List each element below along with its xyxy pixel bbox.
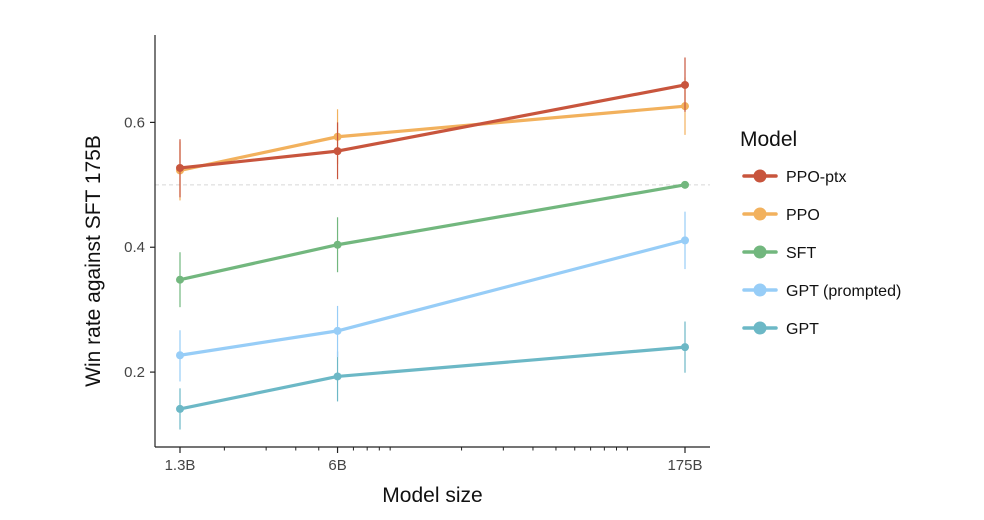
- x-tick-label: 6B: [328, 457, 346, 474]
- data-point: [333, 326, 342, 335]
- x-tick-label: 175B: [667, 457, 702, 474]
- legend-swatch-marker: [753, 169, 767, 183]
- legend-title: Model: [740, 128, 797, 151]
- data-point: [681, 236, 689, 245]
- legend-label: GPT: [786, 321, 819, 338]
- data-point: [333, 147, 342, 156]
- legend-label: GPT (prompted): [786, 283, 901, 300]
- legend-label: PPO-ptx: [786, 169, 846, 186]
- data-point: [176, 163, 184, 172]
- series-line: [178, 183, 687, 282]
- series-line: [178, 345, 687, 411]
- series-layer: [176, 57, 689, 430]
- legend-item-gpt: GPT: [742, 321, 819, 338]
- data-point: [333, 372, 342, 381]
- legend-swatch-marker: [753, 321, 767, 335]
- legend-swatch-marker: [753, 207, 767, 221]
- y-axis-title: Win rate against SFT 175B: [82, 135, 105, 387]
- data-point: [681, 180, 689, 189]
- data-point: [176, 275, 184, 284]
- legend-label: PPO: [786, 207, 820, 224]
- y-tick-label: 0.6: [124, 114, 145, 131]
- data-point: [681, 343, 689, 352]
- legend-item-ppo: PPO: [742, 207, 820, 224]
- series-gpt-prompted: [176, 211, 689, 382]
- series-sft: [176, 180, 689, 308]
- series-line: [178, 238, 687, 357]
- axes: 0.2 0.4 0.6 1.3B 6B 175B: [124, 35, 710, 474]
- legend-label: SFT: [786, 245, 816, 262]
- data-point: [176, 404, 184, 413]
- data-point: [333, 240, 342, 249]
- x-tick-label: 1.3B: [165, 457, 196, 474]
- legend: Model PPO-ptx PPO SFT GPT (prompted) GPT: [740, 128, 901, 338]
- legend-swatch-marker: [753, 283, 767, 297]
- legend-item-ppo-ptx: PPO-ptx: [742, 169, 846, 186]
- legend-item-sft: SFT: [742, 245, 816, 262]
- data-point: [176, 351, 184, 360]
- x-axis-title: Model size: [382, 484, 482, 507]
- series-gpt: [176, 321, 689, 430]
- data-point: [681, 80, 689, 89]
- series-ppo: [176, 77, 689, 201]
- legend-swatch-marker: [753, 245, 767, 259]
- series-ppo-ptx: [176, 57, 689, 198]
- y-tick-label: 0.4: [124, 239, 145, 256]
- y-tick-label: 0.2: [124, 364, 145, 381]
- legend-item-gpt-prompted: GPT (prompted): [742, 283, 901, 300]
